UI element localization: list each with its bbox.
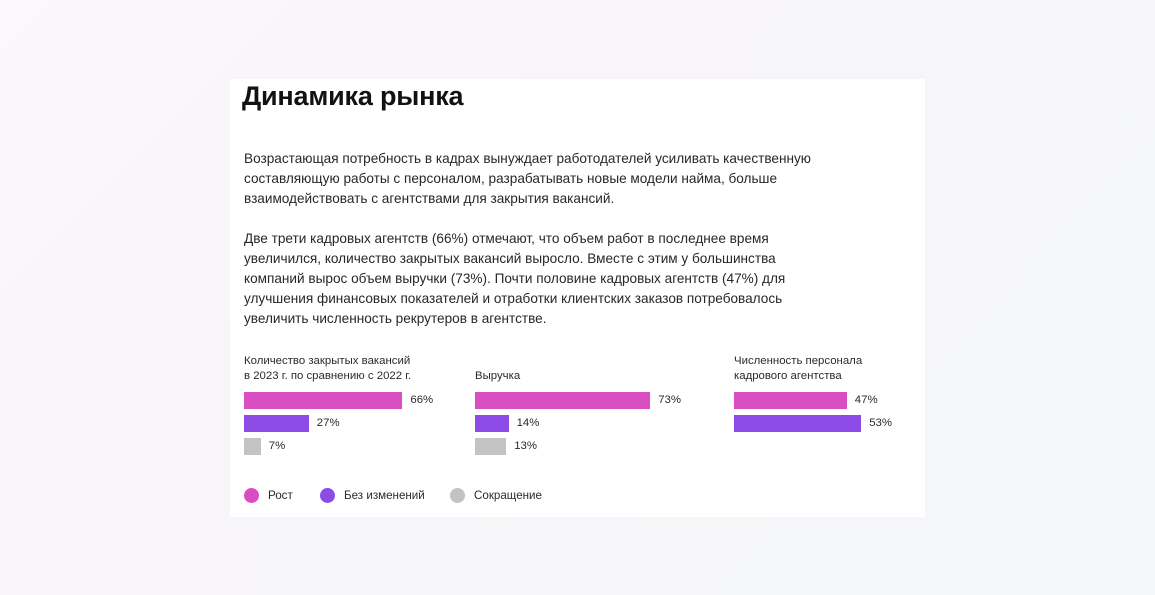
chart-title: Выручка: [475, 369, 520, 384]
chart-title-line: Выручка: [475, 370, 521, 382]
bar-value-label: 27%: [316, 417, 340, 429]
bar-value-label: 13%: [514, 440, 537, 452]
legend-label: Сокращение: [474, 488, 542, 502]
bar-value-label: 66%: [410, 394, 434, 406]
bar-value-label: 73%: [658, 394, 681, 406]
legend-dot-icon: [450, 487, 465, 503]
chart-title: Количество закрытых вакансий в 2023 г. по…: [244, 354, 411, 384]
legend-dot-icon: [244, 487, 259, 503]
bar-decrease: [475, 438, 507, 455]
chart-title-line: в 2023 г. по сравнению с 2022 г.: [244, 370, 412, 382]
bar-growth: [475, 392, 651, 409]
legend-label: Без изменений: [344, 488, 425, 502]
legend-item-decrease: Сокращение: [450, 486, 542, 504]
page-title: Динамика рынка: [242, 81, 464, 111]
legend-dot-icon: [320, 487, 335, 503]
chart-title-line: Численность персонала: [734, 355, 863, 367]
market-dynamics-card: Динамика рынка Возрастающая потребность …: [230, 79, 925, 517]
bar-value-label: 14%: [516, 417, 540, 429]
bar-value-label: 7%: [268, 440, 286, 452]
bar-growth: [244, 392, 403, 409]
bar-no_change: [244, 415, 309, 432]
chart-title-line: Количество закрытых вакансий: [244, 355, 411, 367]
legend-item-no_change: Без изменений: [320, 486, 425, 504]
summary-paragraph: Две трети кадровых агентств (66%) отмеча…: [244, 231, 786, 326]
legend-label: Рост: [268, 488, 293, 502]
legend-item-growth: Рост: [244, 486, 293, 504]
bar-growth: [734, 392, 847, 409]
bar-no_change: [734, 415, 862, 432]
chart-title: Численность персонала кадрового агентства: [734, 354, 862, 384]
bar-decrease: [244, 438, 261, 455]
bar-no_change: [475, 415, 509, 432]
bar-value-label: 47%: [854, 394, 878, 406]
bar-value-label: 53%: [869, 417, 892, 429]
chart-title-line: кадрового агентства: [734, 370, 842, 382]
intro-paragraph: Возрастающая потребность в кадрах вынужд…: [244, 151, 811, 206]
